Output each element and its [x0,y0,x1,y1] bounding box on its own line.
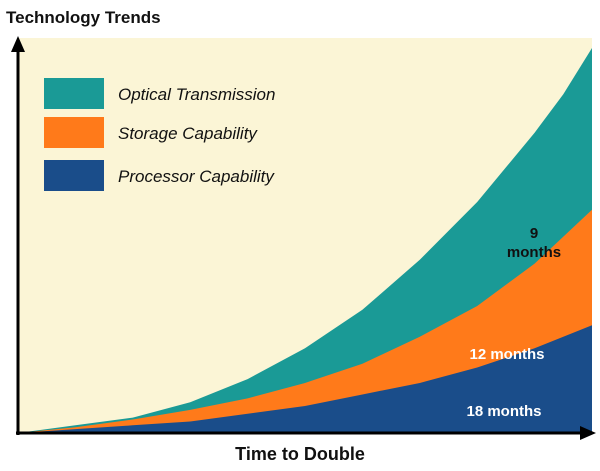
chart-title: Technology Trends [6,8,161,27]
area-label-optical-transmission: 9 months [507,225,561,261]
x-axis-label: Time to Double [235,444,365,464]
legend-swatch-storage-capability [44,117,104,148]
legend-swatch-optical-transmission [44,78,104,109]
legend-label-storage-capability: Storage Capability [118,124,258,143]
x-axis-arrow-icon [580,426,596,440]
legend-label-optical-transmission: Optical Transmission [118,85,275,104]
area-processor-capability [18,325,592,433]
area-label-processor-capability: 18 months [466,403,541,420]
area-label-storage-capability: 12 months [469,346,544,363]
legend-label-processor-capability: Processor Capability [118,167,275,186]
legend-swatch-processor-capability [44,160,104,191]
y-axis-arrow-icon [11,36,25,52]
